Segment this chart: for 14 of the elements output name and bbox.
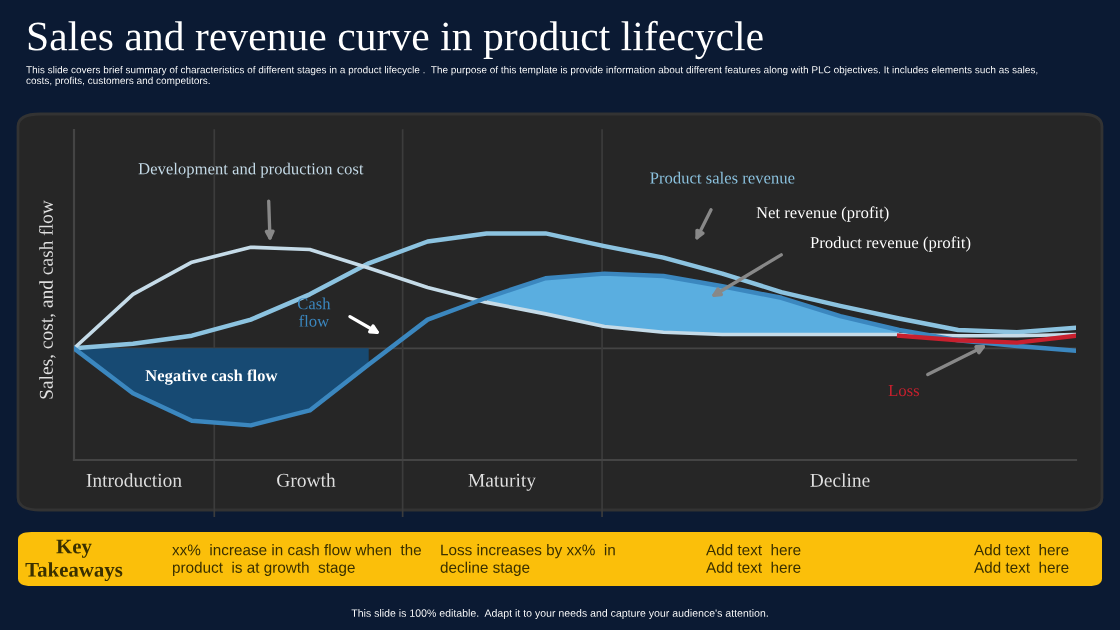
- annotation: Product revenue (profit): [810, 236, 971, 252]
- text: Decline: [810, 473, 870, 487]
- text: Key Takeaways: [25, 539, 123, 582]
- chart-title: Sales and revenue curve in product lifecycle: [28, 20, 763, 60]
- text: Introduction: [86, 473, 182, 487]
- text: Growth: [277, 473, 336, 487]
- text: Net revenue (profit): [756, 206, 889, 222]
- y-axis-title: Sales, cost, and cash flow: [38, 200, 56, 399]
- text: Maturity: [468, 473, 536, 491]
- text: Loss: [888, 385, 920, 397]
- text: Cash flow: [297, 297, 331, 327]
- series-label: Negative cash flow: [145, 369, 278, 385]
- text: Product sales revenue: [650, 171, 795, 184]
- text: Development and production cost: [138, 162, 364, 178]
